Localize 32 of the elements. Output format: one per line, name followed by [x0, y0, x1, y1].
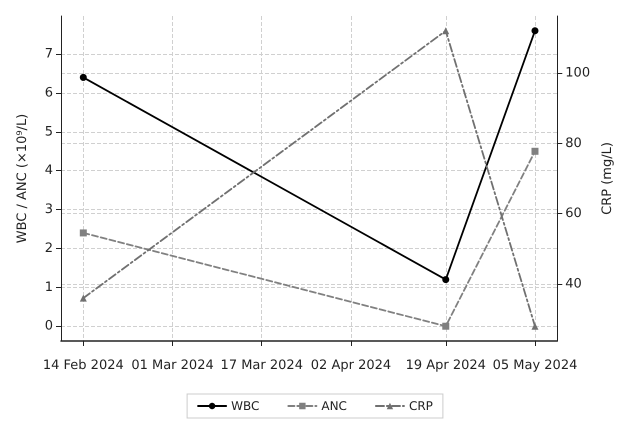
x-tick-label: 05 May 2024 — [492, 358, 578, 373]
point — [80, 294, 87, 302]
y2-tick-label: 60 — [565, 206, 582, 222]
y-tick-label: 1 — [44, 280, 53, 295]
y-axis-title: WBC / ANC (×10⁹/L) — [15, 114, 30, 244]
y-tick-label: 5 — [44, 124, 53, 140]
point — [442, 322, 450, 330]
x-tick-label: 02 Apr 2024 — [310, 358, 392, 373]
y-tick-label: 0 — [44, 318, 53, 334]
x-tick-label: 19 Apr 2024 — [406, 358, 486, 373]
y2-tick-label: 100 — [565, 65, 590, 80]
point — [442, 27, 450, 34]
point — [80, 74, 87, 81]
x-tick-label: 14 Feb 2024 — [42, 358, 124, 373]
y-tick-label: 7 — [44, 46, 53, 62]
point — [531, 148, 538, 155]
x-tick-label: 17 Mar 2024 — [220, 358, 303, 373]
y2-tick-label: 80 — [565, 136, 582, 151]
y-tick-label: 2 — [44, 240, 53, 256]
legend-label: WBC — [231, 399, 260, 413]
point — [442, 276, 450, 284]
y2-axis-title: CRP (mg/L) — [600, 142, 615, 215]
x-tick-label: 01 Mar 2024 — [131, 358, 214, 373]
point — [531, 322, 538, 330]
point — [80, 229, 87, 236]
y-tick-label: 4 — [44, 163, 53, 178]
y-tick-label: 6 — [44, 85, 53, 100]
y2-tick-label: 40 — [565, 276, 582, 292]
legend-label: CRP — [408, 399, 433, 413]
y-tick-label: 3 — [44, 202, 53, 218]
point — [531, 27, 538, 34]
legend-label: ANC — [321, 399, 347, 413]
